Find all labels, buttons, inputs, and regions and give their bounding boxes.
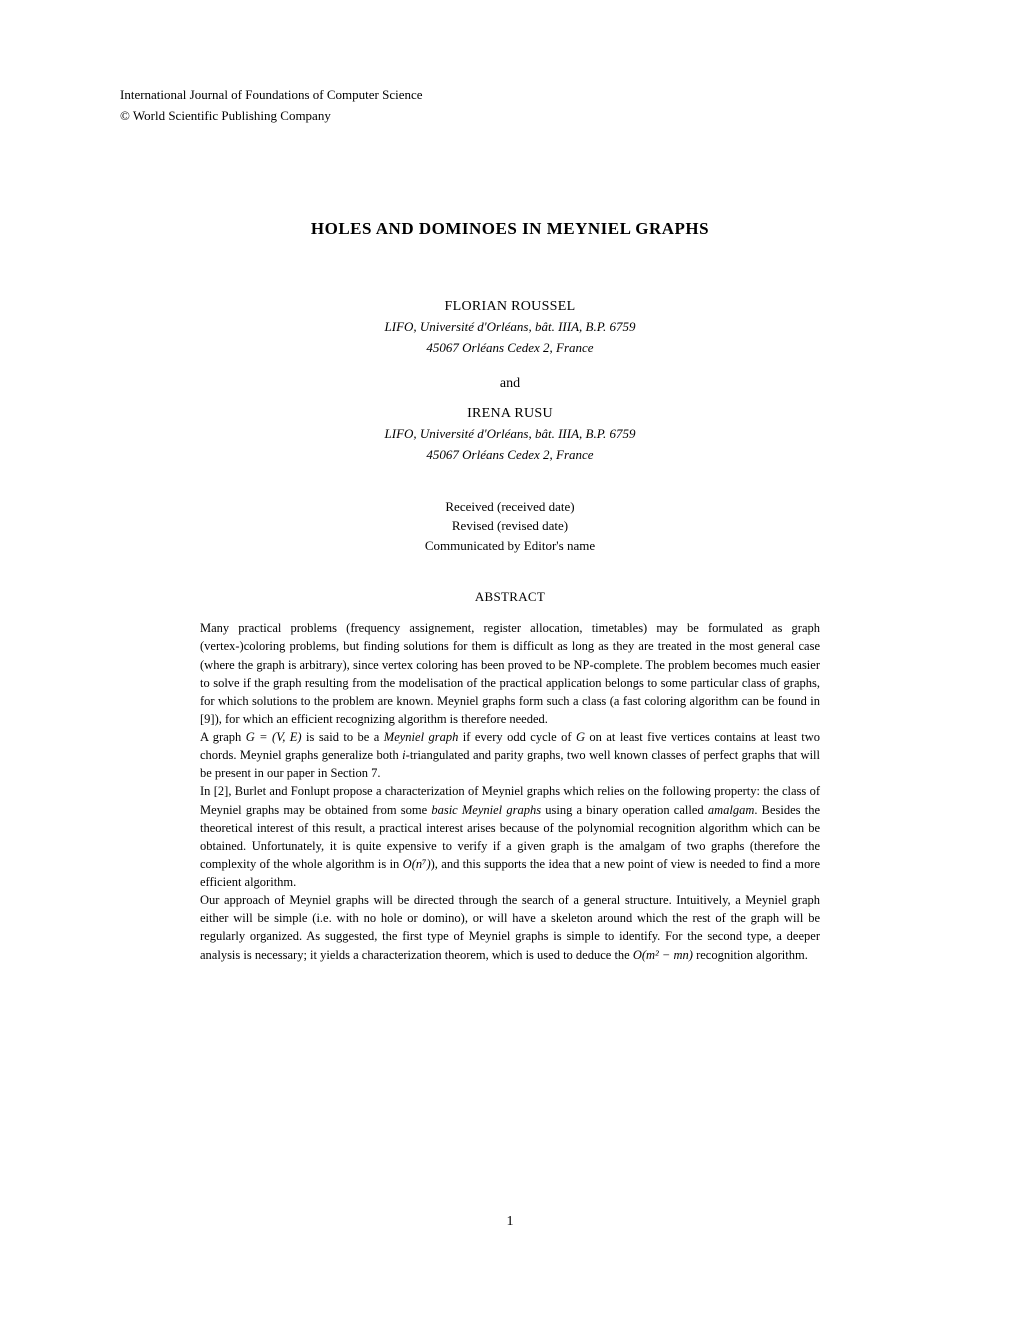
revised-date: Revised (revised date) [120, 516, 900, 536]
author-name-1: FLORIAN ROUSSEL [120, 299, 900, 315]
italic-term: Meyniel graph [384, 730, 459, 744]
paper-title: HOLES AND DOMINOES IN MEYNIEL GRAPHS [120, 219, 900, 239]
abstract-body: Many practical problems (frequency assig… [200, 619, 820, 963]
abstract-text: recognition algorithm. [693, 948, 808, 962]
abstract-heading: ABSTRACT [120, 589, 900, 605]
author-separator: and [120, 376, 900, 392]
page-number: 1 [0, 1214, 1020, 1230]
math-expr: G = (V, E) [246, 730, 302, 744]
communicated-by: Communicated by Editor's name [120, 536, 900, 556]
copyright-line: © World Scientific Publishing Company [120, 108, 900, 124]
title-block: HOLES AND DOMINOES IN MEYNIEL GRAPHS [120, 219, 900, 239]
abstract-para-1: Many practical problems (frequency assig… [200, 619, 820, 728]
italic-term: basic Meyniel graphs [431, 803, 541, 817]
dates-block: Received (received date) Revised (revise… [120, 497, 900, 556]
author-affil-1-line2: 45067 Orléans Cedex 2, France [120, 338, 900, 358]
math-expr: G [576, 730, 585, 744]
authors-block: FLORIAN ROUSSEL LIFO, Université d'Orléa… [120, 299, 900, 465]
abstract-para-2: A graph G = (V, E) is said to be a Meyni… [200, 728, 820, 782]
abstract-text: using a binary operation called [541, 803, 708, 817]
italic-term: amalgam [708, 803, 755, 817]
publisher-name: World Scientific Publishing Company [133, 108, 331, 123]
abstract-para-4: Our approach of Meyniel graphs will be d… [200, 891, 820, 964]
author-affil-2-line2: 45067 Orléans Cedex 2, France [120, 445, 900, 465]
author-affil-2-line1: LIFO, Université d'Orléans, bât. IIIA, B… [120, 424, 900, 444]
author-affil-1-line1: LIFO, Université d'Orléans, bât. IIIA, B… [120, 317, 900, 337]
math-expr: O(n⁷) [403, 857, 431, 871]
abstract-text: A graph [200, 730, 246, 744]
abstract-para-3: In [2], Burlet and Fonlupt propose a cha… [200, 782, 820, 891]
abstract-text: is said to be a [302, 730, 384, 744]
received-date: Received (received date) [120, 497, 900, 517]
journal-name: International Journal of Foundations of … [120, 85, 900, 106]
abstract-text: Many practical problems (frequency assig… [200, 621, 820, 726]
math-expr: O(m² − mn) [633, 948, 693, 962]
copyright-icon: © [120, 108, 130, 123]
author-name-2: IRENA RUSU [120, 406, 900, 422]
abstract-text: if every odd cycle of [458, 730, 576, 744]
